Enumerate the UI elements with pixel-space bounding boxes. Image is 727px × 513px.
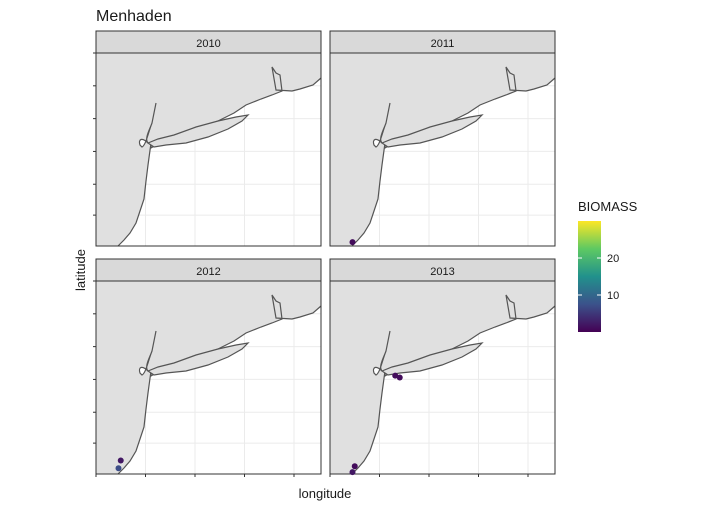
facet-panels: 2010 2011 2012 2013 (93, 30, 556, 477)
colorbar-tick-label: 20 (607, 253, 619, 265)
colorbar (578, 221, 601, 332)
x-axis-label: longitude (299, 486, 352, 501)
bay-shape (372, 102, 391, 148)
coastline-map (96, 53, 322, 247)
island-shape (380, 114, 484, 148)
facet-strip-label: 2011 (431, 38, 455, 50)
data-point (349, 239, 356, 246)
land-shape (96, 53, 321, 246)
land-shape (96, 281, 321, 474)
land-shape (330, 53, 555, 246)
colorbar-ticks: 10 20 (578, 253, 619, 302)
panel-border (95, 52, 322, 247)
facet-panel-2010: 2010 (93, 30, 322, 247)
panel-border (329, 280, 556, 475)
colorbar-tick-label: 10 (607, 290, 619, 302)
data-point (392, 372, 399, 379)
island-shape (146, 114, 250, 148)
bay-shape (138, 102, 157, 148)
data-point (115, 465, 122, 472)
coastline-map (96, 281, 322, 475)
data-point (349, 469, 356, 476)
data-point (351, 463, 358, 470)
facet-panel-2013: 2013 (329, 258, 556, 477)
bay-shape (138, 330, 157, 376)
data-point (117, 457, 124, 464)
facet-panel-2011: 2011 (329, 30, 556, 247)
bay-shape (372, 330, 391, 376)
facet-panel-2012: 2012 (93, 258, 322, 477)
panel-border (329, 52, 556, 247)
y-axis-label: latitude (73, 249, 88, 291)
land-shape (330, 281, 555, 474)
facet-strip-label: 2013 (430, 266, 454, 278)
facet-strip-label: 2010 (196, 38, 220, 50)
chart-title: Menhaden (96, 8, 172, 25)
coastline-map (330, 53, 556, 247)
island-shape (380, 342, 484, 376)
panel-border (95, 280, 322, 475)
coastline-map (330, 281, 556, 475)
island-shape (146, 342, 250, 376)
legend-title: BIOMASS (578, 199, 638, 214)
biomass-legend: BIOMASS 10 20 (578, 199, 638, 332)
data-point (396, 374, 403, 381)
facet-strip-label: 2012 (196, 266, 220, 278)
